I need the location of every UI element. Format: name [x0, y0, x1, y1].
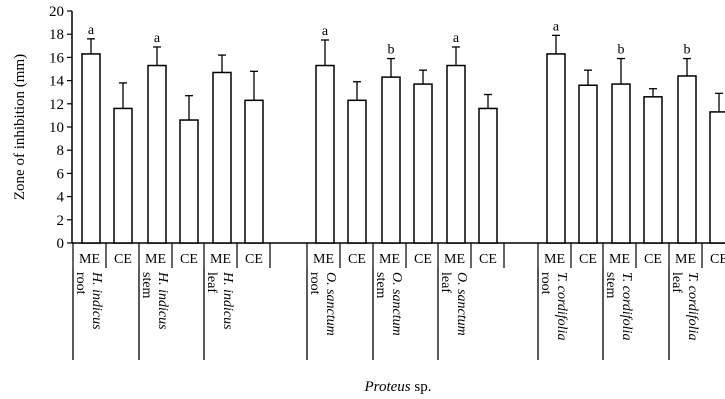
y-tick-label: 20	[49, 4, 64, 20]
bar-ce	[113, 107, 133, 244]
y-tick-label: 18	[49, 27, 64, 43]
group-species-label: H. indicus	[89, 271, 104, 330]
bar-me	[212, 71, 232, 244]
group-species-label: O. sanctum	[389, 272, 404, 336]
y-tick-label: 10	[49, 120, 64, 136]
y-tick-label: 16	[49, 50, 65, 66]
y-tick-label: 4	[57, 190, 65, 206]
y-tick-label: 0	[57, 236, 65, 252]
group-part-label: stem	[139, 272, 154, 299]
group-part-label: root	[538, 272, 553, 295]
bar-me	[381, 76, 401, 244]
group-part-label: leaf	[669, 272, 684, 293]
y-tick-label: 14	[49, 74, 65, 90]
bar-category-label: CE	[579, 252, 597, 267]
bar-category-label: ME	[313, 252, 334, 267]
group-species-label: T. cordifolia	[619, 272, 634, 340]
bar-me	[546, 53, 566, 244]
significance-letter: a	[453, 31, 460, 46]
x-axis-title: Proteus sp.	[364, 379, 432, 395]
bar-ce	[244, 99, 264, 244]
bar-ce	[179, 119, 199, 244]
bar-category-label: ME	[444, 252, 465, 267]
bar-category-label: CE	[414, 252, 432, 267]
x-axis-title-italic: Proteus	[364, 379, 411, 395]
bar-ce	[578, 84, 598, 244]
bar-category-label: CE	[348, 252, 366, 267]
group-species-label: O. sanctum	[454, 272, 469, 336]
bar-category-label: CE	[479, 252, 497, 267]
bar-me	[315, 64, 335, 244]
significance-letter: a	[154, 31, 161, 46]
bar-me	[677, 75, 697, 244]
y-tick-label: 2	[57, 213, 65, 229]
y-tick-label: 8	[57, 143, 65, 159]
group-species-label: O. sanctum	[323, 272, 338, 336]
y-axis-title: Zone of inhibition (mm)	[12, 54, 28, 200]
group-species-label: H. indicus	[155, 271, 170, 330]
bar-category-label: ME	[675, 252, 696, 267]
significance-letter: a	[553, 19, 560, 34]
y-tick-label: 12	[49, 97, 64, 113]
bar-category-label: ME	[544, 252, 565, 267]
bar-ce	[643, 96, 663, 244]
bar-me	[147, 64, 167, 244]
bar-category-label: ME	[379, 252, 400, 267]
bar-ce	[347, 99, 367, 244]
group-part-label: root	[307, 272, 322, 295]
significance-letter: a	[88, 23, 95, 38]
group-part-label: root	[73, 272, 88, 295]
bar-me	[446, 64, 466, 244]
bar-me	[81, 53, 101, 244]
bar-category-label: ME	[609, 252, 630, 267]
group-part-label: stem	[603, 272, 618, 299]
bar-category-label: CE	[180, 252, 198, 267]
bar-category-label: CE	[710, 252, 725, 267]
axes: 0 2 4 6 8 10 12 14 16 18 20	[49, 4, 725, 360]
bar-category-label: ME	[145, 252, 166, 267]
significance-letter: b	[684, 43, 691, 58]
significance-letter: b	[388, 43, 395, 58]
bar-me	[611, 83, 631, 244]
y-tick-label: 6	[57, 166, 65, 182]
group-species-label: H. indicus	[220, 271, 235, 330]
group-species-label: T. cordifolia	[554, 272, 569, 340]
bar-category-label: ME	[79, 252, 100, 267]
bar-category-label: CE	[114, 252, 132, 267]
bar-ce	[709, 111, 725, 244]
x-axis-title-rest: sp.	[411, 379, 432, 395]
group-part-label: stem	[373, 272, 388, 299]
bar-ce	[478, 107, 498, 244]
bar-category-label: CE	[245, 252, 263, 267]
bar-category-label: CE	[644, 252, 662, 267]
bar-ce	[413, 83, 433, 244]
significance-letter: a	[322, 24, 329, 39]
group-part-label: leaf	[204, 272, 219, 293]
group-species-label: T. cordifolia	[685, 272, 700, 340]
significance-letter: b	[618, 43, 625, 58]
group-part-label: leaf	[438, 272, 453, 293]
bars: a a a b a a b b	[81, 19, 725, 244]
bar-category-label: ME	[210, 252, 231, 267]
